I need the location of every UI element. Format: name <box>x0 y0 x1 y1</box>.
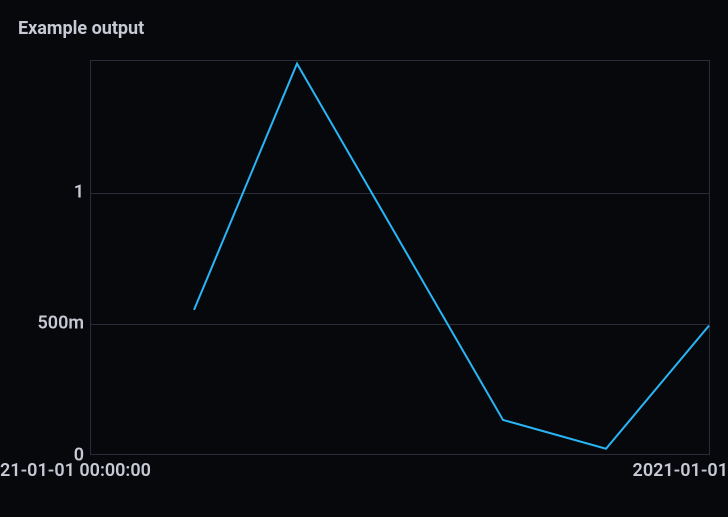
y-axis-tick-label: 500m <box>38 313 85 334</box>
y-axis-tick-label: 1 <box>74 181 84 202</box>
plot-area <box>90 60 710 455</box>
chart-title: Example output <box>18 18 144 39</box>
x-axis-tick-left: 21-01-01 00:00:00 <box>0 460 151 481</box>
x-axis-tick-right: 2021-01-01 <box>633 460 728 481</box>
series-line <box>194 64 709 449</box>
line-chart-svg <box>91 61 709 454</box>
